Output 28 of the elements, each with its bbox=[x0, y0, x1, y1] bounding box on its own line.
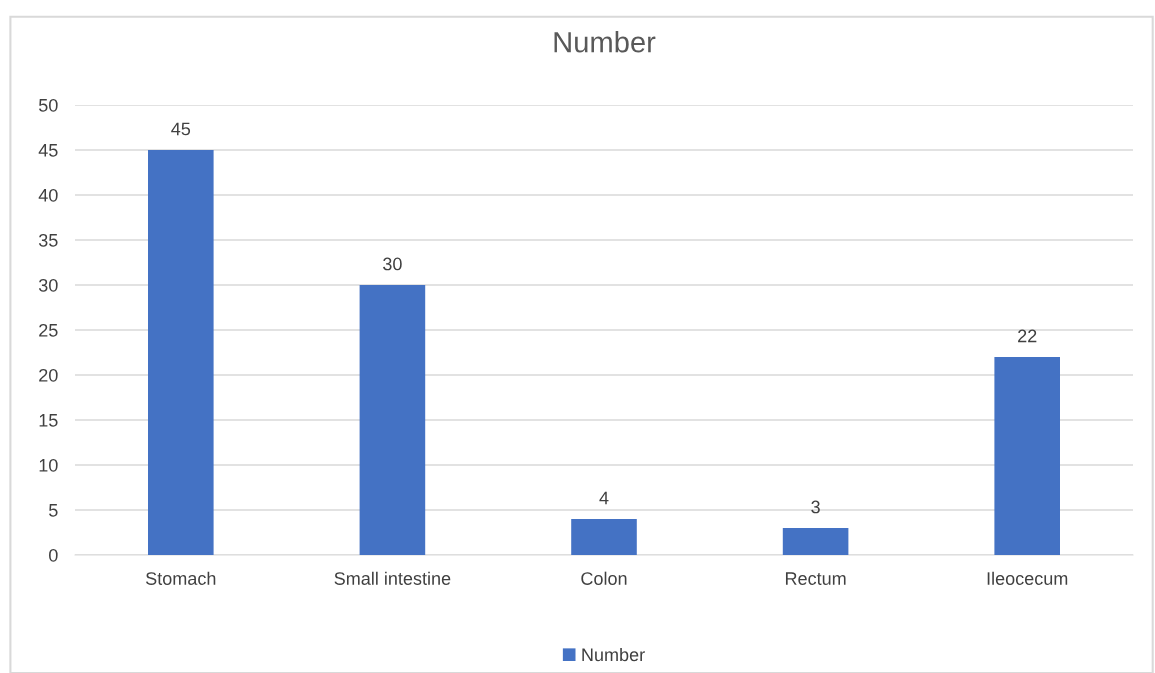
data-label: 30 bbox=[383, 257, 402, 271]
y-tick-label: 45 bbox=[38, 144, 58, 157]
x-tick-label: Stomach bbox=[146, 571, 216, 585]
y-tick-label: 30 bbox=[38, 278, 58, 292]
data-label: 22 bbox=[1018, 329, 1037, 343]
x-tick-label: Rectum bbox=[785, 572, 846, 585]
x-tick-label: Colon bbox=[581, 571, 627, 585]
bar bbox=[994, 357, 1060, 555]
data-label: 45 bbox=[171, 122, 191, 136]
data-label: 4 bbox=[599, 491, 609, 505]
y-tick-label: 0 bbox=[49, 548, 58, 562]
data-label: 3 bbox=[811, 500, 820, 514]
x-tick-label: Small intestine bbox=[334, 571, 451, 585]
y-tick-label: 5 bbox=[49, 504, 58, 517]
y-tick-label: 25 bbox=[39, 323, 58, 337]
x-tick-label: Ileocecum bbox=[987, 571, 1068, 585]
chart-title: Number bbox=[554, 31, 656, 53]
y-tick-label: 40 bbox=[38, 188, 58, 202]
y-tick-label: 10 bbox=[39, 458, 58, 472]
legend-label: Number bbox=[582, 647, 645, 662]
bar bbox=[782, 528, 849, 555]
y-tick-label: 50 bbox=[38, 98, 58, 112]
bar bbox=[359, 285, 426, 555]
y-tick-label: 20 bbox=[39, 368, 58, 382]
y-tick-label: 15 bbox=[39, 414, 58, 427]
y-tick-label: 35 bbox=[38, 233, 58, 247]
bar bbox=[148, 150, 214, 555]
bar bbox=[571, 519, 637, 555]
